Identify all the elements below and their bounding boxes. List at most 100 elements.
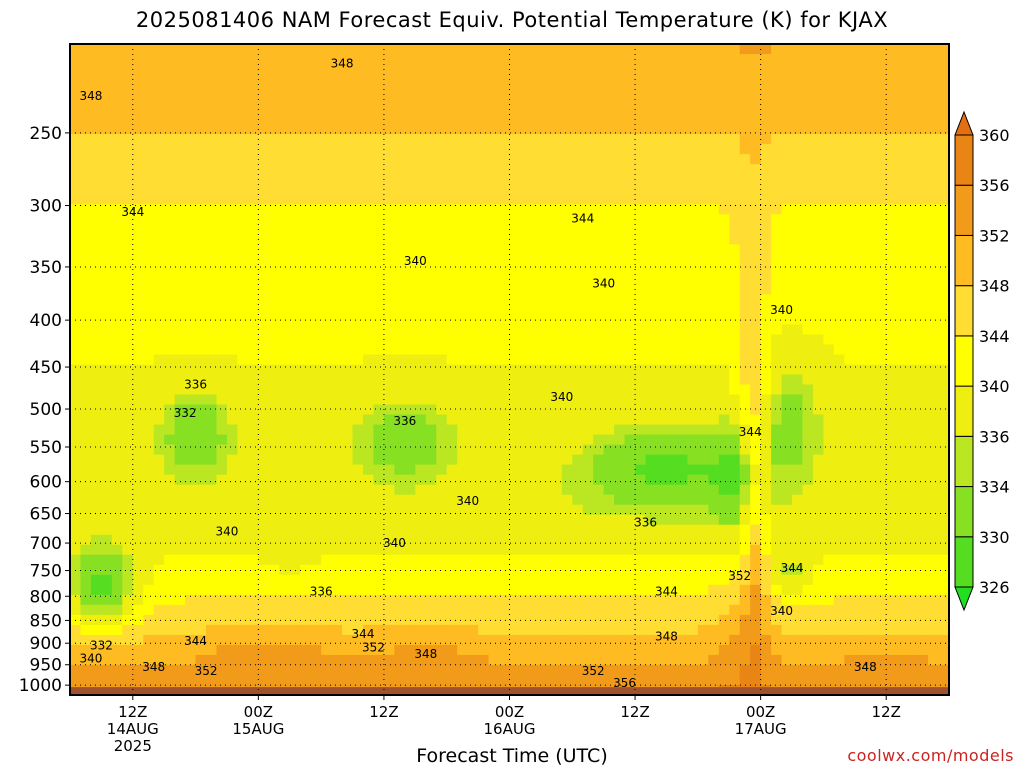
field-cell: [321, 634, 333, 646]
field-cell: [342, 374, 354, 386]
field-cell: [237, 604, 249, 616]
field-cell: [300, 74, 312, 85]
field-cell: [321, 104, 333, 115]
field-cell: [896, 174, 908, 185]
field-cell: [833, 574, 845, 586]
field-cell: [268, 594, 280, 606]
field-cell: [823, 534, 835, 546]
field-cell: [519, 64, 532, 75]
field-cell: [509, 474, 521, 486]
field-cell: [760, 424, 772, 436]
field-cell: [488, 84, 500, 95]
field-cell: [886, 204, 898, 215]
field-cell: [781, 104, 793, 115]
field-cell: [195, 294, 207, 305]
field-cell: [164, 94, 176, 105]
field-cell: [90, 294, 102, 305]
field-cell: [635, 64, 647, 75]
field-cell: [164, 614, 176, 626]
field-cell: [603, 154, 615, 165]
field-cell: [509, 594, 521, 606]
field-cell: [488, 374, 500, 386]
field-cell: [561, 374, 573, 386]
field-cell: [760, 154, 772, 165]
field-cell: [781, 524, 793, 536]
field-cell: [195, 74, 207, 85]
field-cell: [530, 154, 542, 165]
field-cell: [812, 174, 825, 185]
field-cell: [593, 444, 605, 456]
field-cell: [603, 344, 615, 356]
field-cell: [80, 444, 92, 456]
field-cell: [896, 374, 908, 386]
field-cell: [708, 304, 720, 316]
field-cell: [928, 534, 940, 546]
field-cell: [237, 444, 249, 456]
field-cell: [122, 624, 134, 636]
field-cell: [792, 64, 804, 75]
field-cell: [90, 44, 102, 55]
field-cell: [80, 534, 92, 546]
field-cell: [425, 304, 437, 316]
field-cell: [478, 184, 490, 195]
field-cell: [153, 574, 165, 586]
field-cell: [153, 434, 165, 446]
field-cell: [164, 604, 176, 616]
field-cell: [415, 444, 427, 456]
field-cell: [331, 124, 343, 135]
field-cell: [519, 84, 532, 95]
field-cell: [771, 524, 783, 536]
field-cell: [938, 524, 949, 536]
field-cell: [70, 154, 82, 165]
field-cell: [373, 54, 385, 65]
field-cell: [80, 44, 92, 55]
field-cell: [143, 194, 155, 205]
field-cell: [206, 504, 218, 516]
field-cell: [635, 194, 647, 205]
field-cell: [415, 244, 427, 255]
field-cell: [540, 314, 552, 326]
field-cell: [896, 384, 908, 396]
field-cell: [530, 134, 542, 145]
field-cell: [342, 394, 354, 406]
field-cell: [823, 354, 835, 366]
field-cell: [519, 194, 532, 205]
field-cell: [279, 414, 291, 426]
field-cell: [90, 154, 102, 165]
field-cell: [258, 374, 270, 386]
field-cell: [771, 534, 783, 546]
field-cell: [195, 384, 207, 396]
field-cell: [342, 364, 354, 376]
field-cell: [132, 244, 144, 255]
field-cell: [394, 504, 406, 516]
field-cell: [467, 304, 479, 316]
field-cell: [907, 164, 919, 175]
field-cell: [143, 504, 155, 516]
field-cell: [258, 444, 270, 456]
field-cell: [666, 364, 678, 376]
field-cell: [875, 374, 887, 386]
field-cell: [415, 184, 427, 195]
field-cell: [101, 414, 113, 426]
field-cell: [603, 324, 615, 336]
field-cell: [80, 404, 92, 416]
field-cell: [425, 164, 437, 175]
field-cell: [540, 594, 552, 606]
field-cell: [812, 384, 825, 396]
field-cell: [457, 574, 469, 586]
field-cell: [656, 314, 668, 326]
field-cell: [185, 284, 197, 295]
field-cell: [572, 364, 584, 376]
field-cell: [760, 294, 772, 305]
field-cell: [143, 404, 155, 416]
field-cell: [300, 634, 312, 646]
field-cell: [519, 384, 532, 396]
field-cell: [467, 214, 479, 225]
field-cell: [886, 324, 898, 336]
field-cell: [415, 54, 427, 65]
field-cell: [812, 344, 825, 356]
field-cell: [321, 84, 333, 95]
field-cell: [865, 204, 877, 215]
field-cell: [593, 614, 605, 626]
field-cell: [226, 264, 239, 275]
